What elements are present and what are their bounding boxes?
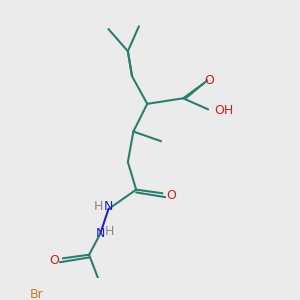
- Text: O: O: [166, 189, 176, 202]
- Text: H: H: [94, 200, 104, 213]
- Text: O: O: [205, 74, 214, 87]
- Text: O: O: [50, 254, 59, 267]
- Text: H: H: [105, 225, 115, 238]
- Text: N: N: [95, 227, 105, 241]
- Text: Br: Br: [30, 288, 44, 300]
- Text: N: N: [104, 200, 113, 213]
- Text: OH: OH: [214, 104, 233, 117]
